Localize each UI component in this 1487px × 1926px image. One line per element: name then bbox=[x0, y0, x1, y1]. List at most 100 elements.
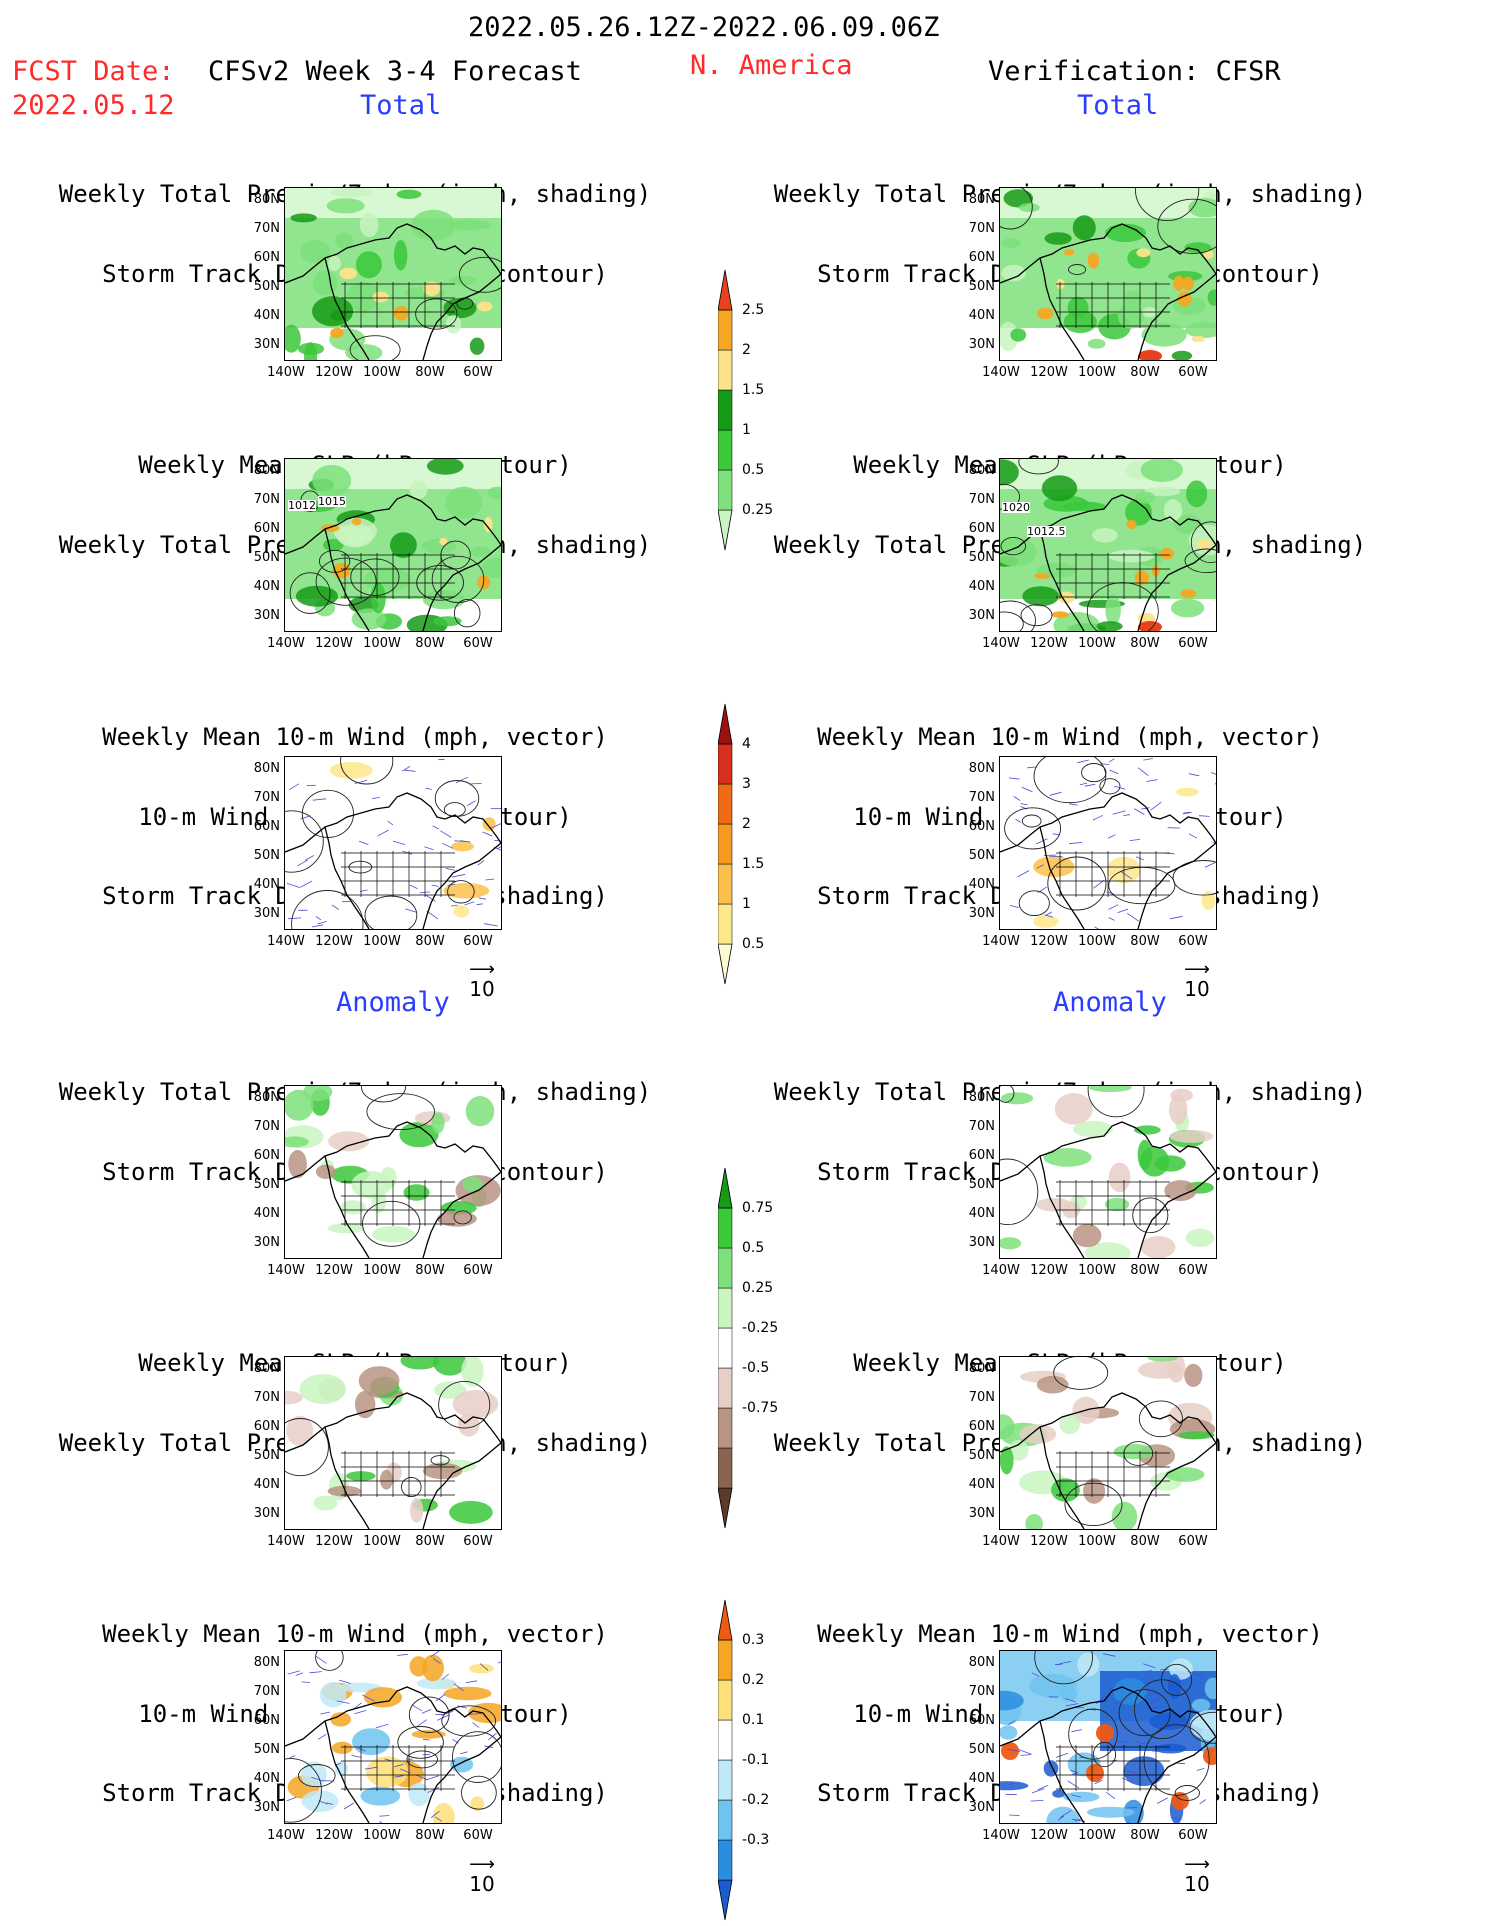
lon-tick-label: 140W bbox=[266, 1828, 306, 1843]
lon-tick-label: 80W bbox=[1125, 636, 1165, 651]
lon-tick-label: 60W bbox=[1173, 365, 1213, 380]
lon-tick-label: 120W bbox=[314, 934, 354, 949]
lon-tick-label: 120W bbox=[314, 1534, 354, 1549]
lat-tick-label: 80N bbox=[246, 463, 280, 478]
lon-tick-label: 140W bbox=[981, 934, 1021, 949]
colorbar-level-label: 4 bbox=[742, 736, 751, 752]
lat-tick-label: 70N bbox=[961, 1119, 995, 1134]
lon-tick-label: 80W bbox=[410, 1534, 450, 1549]
lon-tick-label: 80W bbox=[410, 934, 450, 949]
lat-tick-label: 80N bbox=[246, 761, 280, 776]
lat-tick-label: 60N bbox=[961, 250, 995, 265]
colorbar-segment bbox=[718, 1760, 732, 1800]
lon-tick-label: 120W bbox=[1029, 365, 1069, 380]
contour-label: 1012.5 bbox=[1027, 526, 1066, 537]
lat-tick-label: 30N bbox=[961, 1235, 995, 1250]
lon-tick-label: 120W bbox=[1029, 636, 1069, 651]
section-total-right: Total bbox=[1077, 92, 1158, 119]
lat-tick-label: 70N bbox=[961, 221, 995, 236]
map-fcst-sanom bbox=[284, 1356, 502, 1530]
vector-ref-label: 10 bbox=[1177, 1872, 1217, 1896]
lat-tick-label: 30N bbox=[246, 906, 280, 921]
lat-tick-label: 30N bbox=[246, 608, 280, 623]
lat-tick-label: 60N bbox=[961, 819, 995, 834]
lon-tick-label: 80W bbox=[410, 1263, 450, 1278]
colorbar-level-label: 2 bbox=[742, 342, 751, 358]
lon-tick-label: 100W bbox=[1077, 1534, 1117, 1549]
lon-tick-label: 60W bbox=[458, 636, 498, 651]
lon-tick-label: 100W bbox=[362, 636, 402, 651]
lat-tick-label: 60N bbox=[961, 1713, 995, 1728]
lat-tick-label: 80N bbox=[961, 1090, 995, 1105]
lat-tick-label: 80N bbox=[246, 1361, 280, 1376]
map-obs-precip bbox=[999, 187, 1217, 361]
map-fcst-wind bbox=[284, 756, 502, 930]
vector-ref-label: 10 bbox=[1177, 977, 1217, 1001]
arrow-right-icon: ⟶ bbox=[462, 1858, 502, 1872]
colorbar-level-label: -0.1 bbox=[742, 1752, 769, 1768]
colorbar-level-label: -0.75 bbox=[742, 1400, 778, 1416]
colorbar-level-label: 0.75 bbox=[742, 1200, 773, 1216]
lon-tick-label: 120W bbox=[1029, 1263, 1069, 1278]
lon-tick-label: 140W bbox=[981, 365, 1021, 380]
map-obs-slp bbox=[999, 458, 1217, 632]
lat-tick-label: 40N bbox=[961, 308, 995, 323]
map-fcst-panom bbox=[284, 1085, 502, 1259]
lat-tick-label: 50N bbox=[961, 1448, 995, 1463]
colorbar-segment bbox=[718, 390, 732, 430]
lat-tick-label: 50N bbox=[961, 1742, 995, 1757]
lon-tick-label: 60W bbox=[458, 365, 498, 380]
colorbar-level-label: 1.5 bbox=[742, 856, 764, 872]
colorbar-level-label: 1 bbox=[742, 896, 751, 912]
lon-tick-label: 60W bbox=[458, 1534, 498, 1549]
lat-tick-label: 30N bbox=[246, 1235, 280, 1250]
lat-tick-label: 80N bbox=[961, 1361, 995, 1376]
lat-tick-label: 80N bbox=[246, 1655, 280, 1670]
colorbar-level-label: 1 bbox=[742, 422, 751, 438]
lon-tick-label: 60W bbox=[1173, 1263, 1213, 1278]
contour-label: 1020 bbox=[1002, 502, 1030, 513]
lon-tick-label: 80W bbox=[1125, 1828, 1165, 1843]
lat-tick-label: 50N bbox=[246, 848, 280, 863]
colorbar-cap bbox=[718, 270, 732, 310]
colorbar-segment bbox=[718, 1840, 732, 1880]
colorbar-level-label: 0.25 bbox=[742, 1280, 773, 1296]
lat-tick-label: 30N bbox=[961, 608, 995, 623]
lat-tick-label: 70N bbox=[961, 1390, 995, 1405]
colorbar-segment bbox=[718, 1448, 732, 1488]
lon-tick-label: 100W bbox=[362, 1263, 402, 1278]
colorbar-cap bbox=[718, 1880, 732, 1920]
lon-tick-label: 140W bbox=[981, 636, 1021, 651]
lat-tick-label: 60N bbox=[246, 250, 280, 265]
colorbar-cap bbox=[718, 704, 732, 744]
lon-tick-label: 60W bbox=[458, 1828, 498, 1843]
vector-ref-fcst-total: ⟶ 10 bbox=[462, 963, 502, 1001]
lat-tick-label: 50N bbox=[246, 550, 280, 565]
region-title: N. America bbox=[690, 52, 853, 79]
colorbar-segment bbox=[718, 1288, 732, 1328]
colorbar-level-label: 2 bbox=[742, 816, 751, 832]
colorbar-segment bbox=[718, 1720, 732, 1760]
lat-tick-label: 80N bbox=[246, 192, 280, 207]
vector-ref-fcst-anom: ⟶ 10 bbox=[462, 1858, 502, 1896]
colorbar-segment bbox=[718, 1368, 732, 1408]
lon-tick-label: 140W bbox=[266, 365, 306, 380]
lat-tick-label: 80N bbox=[961, 1655, 995, 1670]
colorbar-cap bbox=[718, 1600, 732, 1640]
lat-tick-label: 80N bbox=[961, 463, 995, 478]
lat-tick-label: 40N bbox=[246, 1206, 280, 1221]
colorbar-segment bbox=[718, 350, 732, 390]
lat-tick-label: 60N bbox=[246, 1148, 280, 1163]
colorbar-cap bbox=[718, 1168, 732, 1208]
lat-tick-label: 70N bbox=[246, 221, 280, 236]
lat-tick-label: 50N bbox=[246, 1177, 280, 1192]
model-title: CFSv2 Week 3-4 Forecast bbox=[208, 58, 582, 85]
colorbar-segment bbox=[718, 904, 732, 944]
title-line: Weekly Mean 10-m Wind (mph, vector) bbox=[30, 1621, 680, 1648]
lat-tick-label: 30N bbox=[961, 906, 995, 921]
lon-tick-label: 140W bbox=[981, 1263, 1021, 1278]
lon-tick-label: 60W bbox=[458, 1263, 498, 1278]
lon-tick-label: 100W bbox=[362, 365, 402, 380]
